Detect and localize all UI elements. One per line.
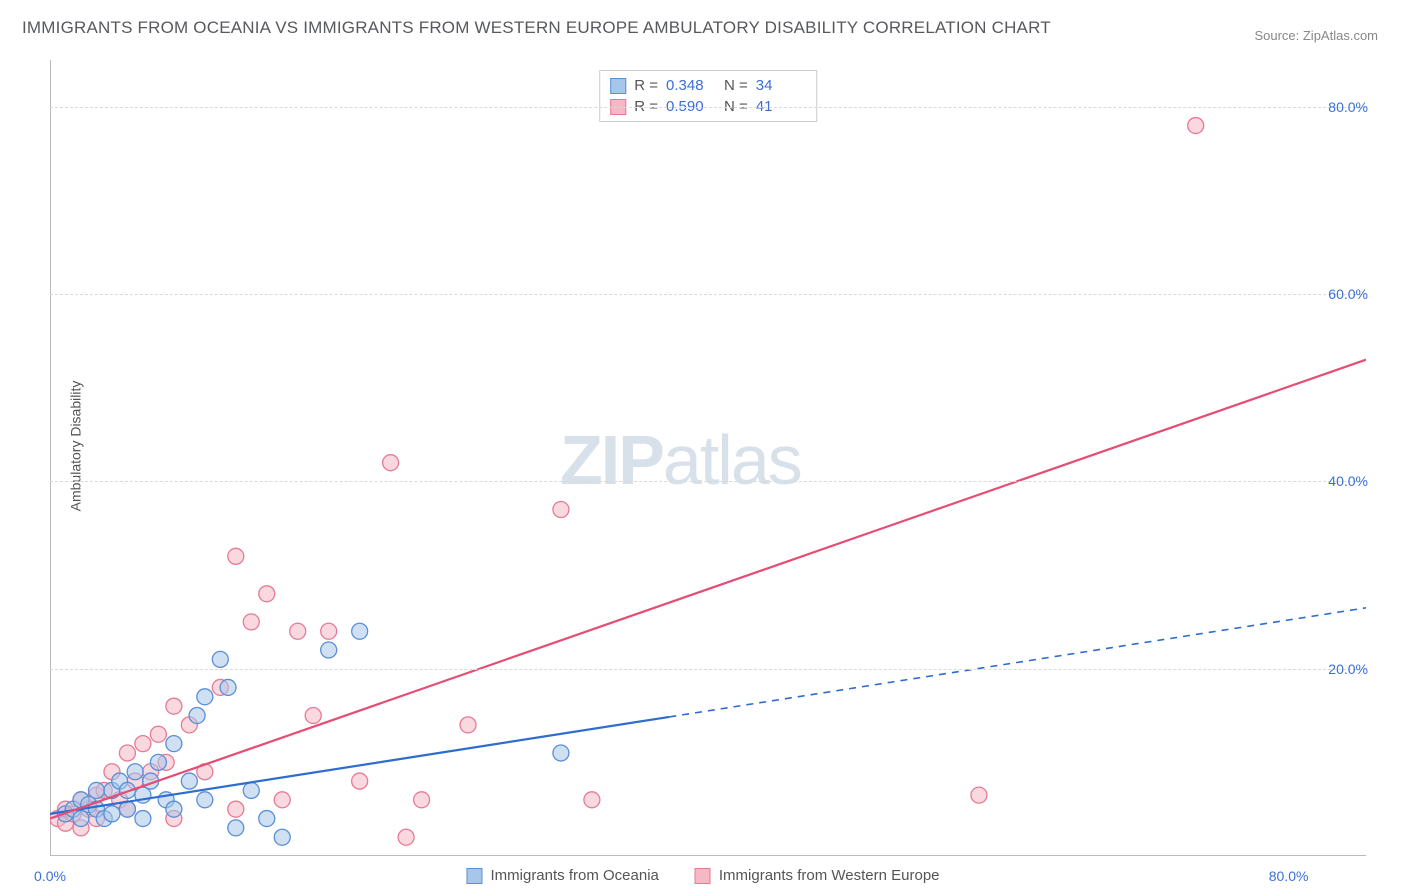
swatch-oceania (610, 78, 626, 94)
legend-label-we: Immigrants from Western Europe (719, 867, 940, 884)
r-value-oceania: 0.348 (666, 77, 716, 94)
grid-line (50, 481, 1366, 482)
y-tick-label: 20.0% (1328, 661, 1368, 677)
y-tick-label: 40.0% (1328, 473, 1368, 489)
y-tick-label: 60.0% (1328, 286, 1368, 302)
chart-title: IMMIGRANTS FROM OCEANIA VS IMMIGRANTS FR… (22, 18, 1051, 38)
legend-stats-row-oceania: R = 0.348 N = 34 (610, 75, 806, 96)
r-label: R = (634, 77, 658, 94)
source-label: Source: ZipAtlas.com (1254, 28, 1378, 43)
legend-item-we: Immigrants from Western Europe (695, 867, 940, 884)
legend-bottom: Immigrants from Oceania Immigrants from … (466, 867, 939, 884)
grid-line (50, 294, 1366, 295)
legend-stats: R = 0.348 N = 34 R = 0.590 N = 41 (599, 70, 817, 122)
legend-label-oceania: Immigrants from Oceania (490, 867, 658, 884)
x-tick-label: 80.0% (1269, 868, 1309, 884)
swatch-we (695, 868, 711, 884)
grid-line (50, 669, 1366, 670)
grid-line (50, 107, 1366, 108)
y-tick-label: 80.0% (1328, 99, 1368, 115)
chart-area: R = 0.348 N = 34 R = 0.590 N = 41 20.0% 4… (50, 60, 1366, 856)
n-value-oceania: 34 (756, 77, 806, 94)
x-tick-label: 0.0% (34, 868, 66, 884)
swatch-oceania (466, 868, 482, 884)
n-label: N = (724, 77, 748, 94)
plot-svg (50, 60, 1366, 856)
legend-item-oceania: Immigrants from Oceania (466, 867, 658, 884)
